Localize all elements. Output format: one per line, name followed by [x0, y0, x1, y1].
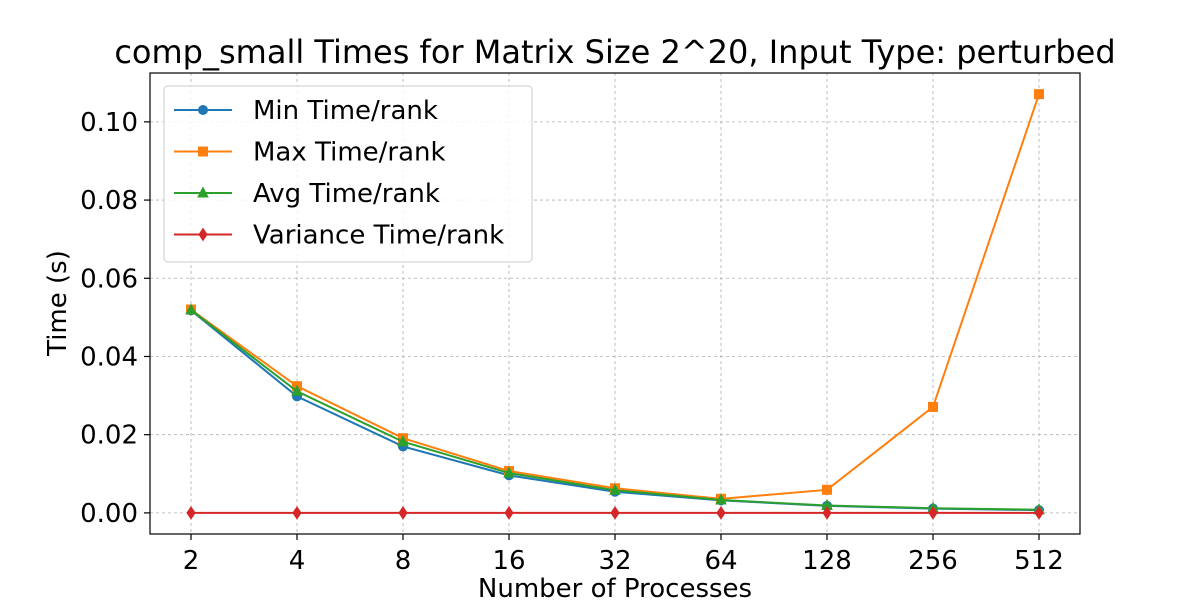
chart-title: comp_small Times for Matrix Size 2^20, I…	[114, 33, 1115, 71]
y-tick-label: 0.06	[80, 264, 138, 294]
data-point	[292, 505, 302, 520]
legend: Min Time/rank Max Time/rank Avg Time/rank V…	[163, 85, 533, 263]
data-point	[822, 484, 832, 495]
data-point	[715, 493, 727, 505]
data-point	[291, 384, 303, 396]
y-tick-label: 0.04	[80, 342, 138, 372]
series-layer	[185, 89, 1045, 520]
data-point	[504, 505, 514, 520]
data-point	[503, 466, 515, 478]
x-tick-label: 8	[395, 546, 412, 576]
legend-label: Min Time/rank	[253, 96, 438, 126]
y-axis-label: Time (s)	[43, 250, 73, 357]
y-tick-label: 0.08	[80, 186, 138, 216]
x-tick-label: 4	[289, 546, 306, 576]
data-point	[822, 505, 832, 520]
y-tick-label: 0.10	[80, 108, 138, 138]
legend-marker	[198, 146, 208, 157]
data-point	[186, 505, 196, 520]
x-tick-label: 2	[183, 546, 200, 576]
data-point	[1034, 505, 1044, 520]
data-point	[397, 435, 409, 447]
legend-marker	[197, 186, 209, 198]
legend-marker	[198, 105, 208, 115]
data-point	[398, 505, 408, 520]
legend-label: Avg Time/rank	[253, 179, 440, 209]
x-tick-label: 128	[802, 546, 852, 576]
data-point	[185, 303, 197, 315]
data-point	[610, 505, 620, 520]
y-tick-label: 0.02	[80, 421, 138, 451]
axes-layer: 2 4 8 16 32 64 128 256 512 0.00 0.02 0.04 0.06 0.08 0.…	[80, 108, 1064, 576]
legend-label: Max Time/rank	[253, 138, 446, 168]
data-point	[928, 505, 938, 520]
grid-layer	[150, 73, 1080, 534]
y-tick-label: 0.00	[80, 499, 138, 529]
x-tick-label: 512	[1014, 546, 1064, 576]
legend-box	[163, 85, 533, 263]
data-point	[928, 401, 938, 412]
series-3	[186, 505, 1044, 520]
legend-marker	[198, 227, 208, 242]
x-tick-label: 32	[598, 546, 631, 576]
data-point	[1034, 89, 1044, 100]
data-point	[716, 505, 726, 520]
x-tick-label: 256	[908, 546, 958, 576]
x-tick-label: 16	[492, 546, 525, 576]
x-axis-label: Number of Processes	[478, 574, 752, 600]
x-tick-label: 64	[704, 546, 737, 576]
data-point	[609, 483, 621, 495]
legend-label: Variance Time/rank	[253, 221, 504, 251]
